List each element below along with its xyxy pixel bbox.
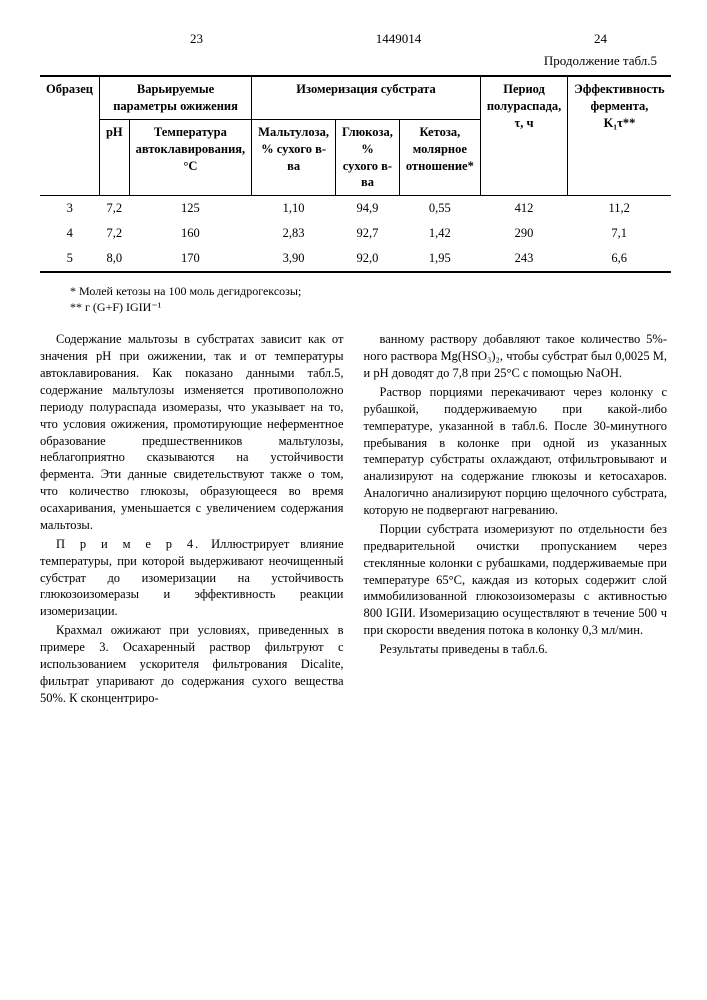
- cell: 7,2: [99, 196, 129, 221]
- doc-number: 1449014: [376, 30, 422, 48]
- page-right: 24: [594, 30, 607, 48]
- table-row: 5 8,0 170 3,90 92,0 1,95 243 6,6: [40, 246, 671, 272]
- cell: 3: [40, 196, 99, 221]
- cell: 3,90: [252, 246, 336, 272]
- cell: 290: [480, 221, 567, 246]
- body-paragraph: Раствор порциями перекачивают через коло…: [364, 384, 668, 519]
- cell: 160: [129, 221, 252, 246]
- col-group-2: Изомеризация субстрата: [252, 76, 481, 119]
- cell: 2,83: [252, 221, 336, 246]
- cell: 412: [480, 196, 567, 221]
- cell: 125: [129, 196, 252, 221]
- cell: 11,2: [568, 196, 671, 221]
- cell: 94,9: [336, 196, 400, 221]
- cell: 4: [40, 221, 99, 246]
- col-ket: Кетоза, молярное отношение*: [399, 119, 480, 196]
- right-column: ванному раствору добавляют такое количес…: [364, 331, 668, 708]
- col-ph: pH: [99, 119, 129, 196]
- body-paragraph: Результаты приведены в табл.6.: [364, 641, 668, 658]
- footnotes: * Молей кетозы на 100 моль дегидрогексоз…: [40, 283, 667, 315]
- cell: 7,2: [99, 221, 129, 246]
- cell: 1,42: [399, 221, 480, 246]
- footnote-2: ** г (G+F) IGIИ⁻¹: [70, 299, 667, 315]
- cell: 6,6: [568, 246, 671, 272]
- cell: 92,7: [336, 221, 400, 246]
- table-continuation-label: Продолжение табл.5: [40, 52, 657, 70]
- cell: 8,0: [99, 246, 129, 272]
- cell: 1,10: [252, 196, 336, 221]
- col-gluc: Глюкоза, % сухого в-ва: [336, 119, 400, 196]
- cell: 170: [129, 246, 252, 272]
- footnote-1: * Молей кетозы на 100 моль дегидрогексоз…: [70, 283, 667, 299]
- col-eff: Эффективность фермента, K₁τ**: [568, 76, 671, 196]
- col-temp: Температура автоклавирования, °С: [129, 119, 252, 196]
- example-lead: П р и м е р 4.: [56, 537, 200, 551]
- body-paragraph: Содержание мальтозы в субстратах зависит…: [40, 331, 344, 534]
- body-paragraph: Порции субстрата изомеризуют по отдельно…: [364, 521, 668, 639]
- cell: 92,0: [336, 246, 400, 272]
- cell: 0,55: [399, 196, 480, 221]
- body-paragraph: Крахмал ожижают при условиях, приведенны…: [40, 622, 344, 706]
- cell: 5: [40, 246, 99, 272]
- col-group-1: Варьируемые параметры ожижения: [99, 76, 251, 119]
- col-malt: Мальтулоза, % сухого в-ва: [252, 119, 336, 196]
- body-paragraph: П р и м е р 4. Иллюстрирует влияние темп…: [40, 536, 344, 620]
- table-row: 3 7,2 125 1,10 94,9 0,55 412 11,2: [40, 196, 671, 221]
- data-table: Образец Варьируемые параметры ожижения И…: [40, 75, 671, 273]
- col-sample: Образец: [40, 76, 99, 196]
- page-left: 23: [190, 30, 203, 48]
- body-paragraph: ванному раствору добавляют такое количес…: [364, 331, 668, 382]
- table-row: 4 7,2 160 2,83 92,7 1,42 290 7,1: [40, 221, 671, 246]
- col-period: Период полураспада, τ, ч: [480, 76, 567, 196]
- cell: 7,1: [568, 221, 671, 246]
- cell: 1,95: [399, 246, 480, 272]
- left-column: Содержание мальтозы в субстратах зависит…: [40, 331, 344, 708]
- body-columns: Содержание мальтозы в субстратах зависит…: [40, 331, 667, 708]
- cell: 243: [480, 246, 567, 272]
